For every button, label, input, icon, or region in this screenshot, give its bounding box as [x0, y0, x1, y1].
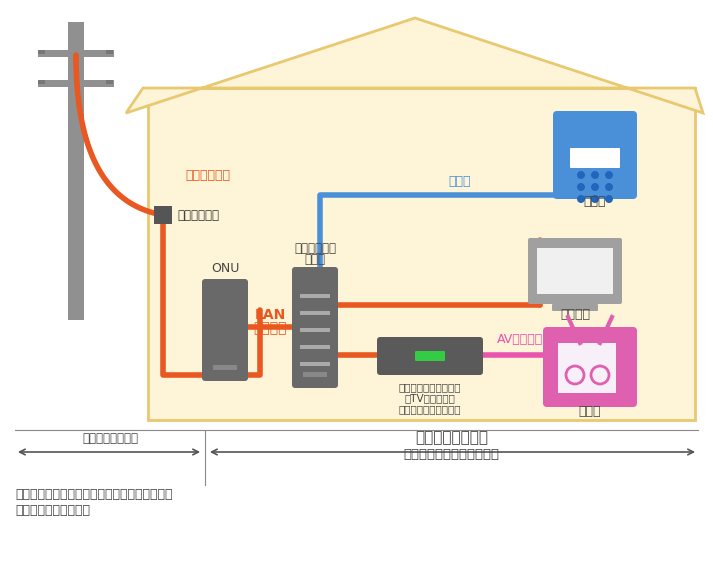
Text: ONU: ONU — [211, 262, 239, 275]
Circle shape — [577, 195, 585, 203]
Circle shape — [605, 183, 613, 191]
Bar — [38, 50, 45, 54]
Text: パソコン: パソコン — [560, 308, 590, 321]
FancyBboxPatch shape — [543, 327, 637, 407]
FancyBboxPatch shape — [553, 111, 637, 199]
Bar — [537, 248, 613, 294]
Circle shape — [566, 366, 584, 384]
Text: 電話機: 電話機 — [584, 195, 606, 208]
Bar — [213, 365, 237, 370]
Bar — [68, 22, 84, 320]
Bar — [106, 80, 113, 84]
FancyBboxPatch shape — [377, 337, 483, 375]
Bar — [106, 50, 113, 54]
Circle shape — [591, 183, 599, 191]
Text: LAN: LAN — [255, 308, 286, 322]
Circle shape — [591, 366, 609, 384]
Circle shape — [591, 195, 599, 203]
FancyBboxPatch shape — [415, 351, 445, 361]
Bar — [38, 80, 114, 87]
Bar — [303, 372, 327, 377]
FancyBboxPatch shape — [528, 238, 622, 304]
Text: 光ファイバー工事: 光ファイバー工事 — [82, 432, 138, 445]
Bar — [300, 294, 330, 298]
Text: セットトップボックス: セットトップボックス — [399, 382, 461, 392]
Bar — [38, 50, 114, 57]
Circle shape — [577, 171, 585, 179]
Bar — [558, 343, 616, 393]
Text: 電話線: 電話線 — [448, 175, 471, 188]
Text: AVケーブル: AVケーブル — [497, 333, 543, 346]
Bar — [300, 311, 330, 315]
Text: ・お客さま宅内機器の接続: ・お客さま宅内機器の接続 — [404, 448, 500, 461]
Circle shape — [605, 171, 613, 179]
Text: ウェイ: ウェイ — [304, 253, 326, 266]
Bar — [570, 299, 580, 307]
Circle shape — [605, 195, 613, 203]
FancyBboxPatch shape — [552, 304, 598, 311]
Text: ご加入のお客様のみ）: ご加入のお客様のみ） — [399, 404, 461, 414]
Text: お客さま宅内配線: お客さま宅内配線 — [415, 430, 488, 445]
Circle shape — [591, 171, 599, 179]
Text: ・電柱から宅内への光ファイバーの引込み工事: ・電柱から宅内への光ファイバーの引込み工事 — [15, 488, 173, 501]
Text: 光ファイバー: 光ファイバー — [185, 168, 230, 181]
Text: ・光コンセントの設置: ・光コンセントの設置 — [15, 504, 90, 517]
Bar — [38, 80, 45, 84]
FancyBboxPatch shape — [292, 267, 338, 388]
Bar — [154, 206, 172, 224]
Bar — [300, 362, 330, 366]
Text: ホームゲート: ホームゲート — [294, 242, 336, 255]
Text: 光コンセント: 光コンセント — [177, 208, 219, 221]
Bar — [300, 328, 330, 332]
Circle shape — [577, 183, 585, 191]
Bar — [300, 345, 330, 349]
Text: （TVサービスに: （TVサービスに — [404, 393, 456, 403]
FancyBboxPatch shape — [202, 279, 248, 381]
Bar — [148, 88, 695, 420]
Text: テレビ: テレビ — [579, 405, 601, 418]
Polygon shape — [126, 18, 703, 113]
FancyBboxPatch shape — [570, 148, 620, 168]
Text: ケーブル: ケーブル — [253, 321, 287, 335]
